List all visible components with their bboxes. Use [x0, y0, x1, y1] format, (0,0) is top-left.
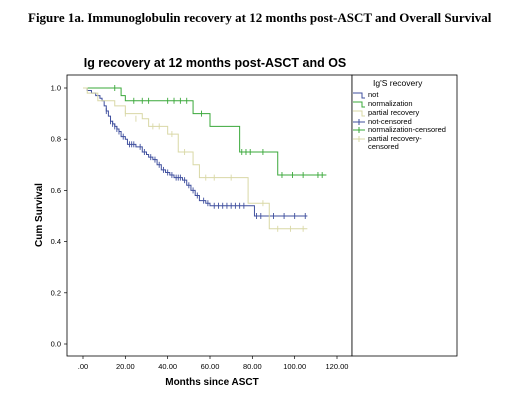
series-not [83, 87, 308, 219]
axis-ticks: .00 20.00 40.00 60.00 80.00 100.00 120.00 0.0 0.… [51, 84, 349, 372]
y-tick-label: 1.0 [51, 84, 61, 93]
x-tick-label: 120.00 [326, 362, 349, 371]
x-tick-label: 60.00 [201, 362, 220, 371]
legend-entry-label: normalization [368, 99, 413, 108]
legend-entry-label: normalization-censored [368, 125, 446, 134]
legend-line-swatch [353, 92, 365, 99]
x-tick-label: 20.00 [116, 362, 135, 371]
survival-step-line [83, 87, 308, 217]
legend-line-swatch [353, 110, 365, 117]
y-axis-label: Cum Survival [34, 183, 45, 247]
figure-caption: Figure 1a. Immunoglobulin recovery at 12… [28, 10, 492, 25]
legend-entry-label: not [368, 90, 379, 99]
chart-title: Ig recovery at 12 months post-ASCT and O… [84, 56, 347, 70]
y-tick-label: 0.0 [51, 340, 61, 349]
series-layer [83, 85, 327, 232]
legend-entry-label: partial recovery-censored [368, 134, 422, 151]
x-tick-label: .00 [78, 362, 88, 371]
series-partial-recovery [83, 87, 308, 232]
x-axis-label: Months since ASCT [165, 377, 259, 388]
legend-line-swatch [353, 101, 365, 108]
y-tick-label: 0.8 [51, 135, 61, 144]
legend-entry-label: not-censored [368, 117, 412, 126]
x-tick-label: 80.00 [243, 362, 262, 371]
legend-entry-label: partial recovery [368, 108, 420, 117]
legend-title: Ig'S recovery [373, 78, 423, 88]
x-tick-label: 100.00 [283, 362, 306, 371]
y-tick-label: 0.4 [51, 237, 61, 246]
legend-box [351, 74, 458, 357]
survival-step-line [83, 87, 308, 230]
x-tick-label: 40.00 [158, 362, 177, 371]
y-tick-label: 0.2 [51, 288, 61, 297]
series-normalization [83, 85, 327, 179]
y-tick-label: 0.6 [51, 186, 61, 195]
